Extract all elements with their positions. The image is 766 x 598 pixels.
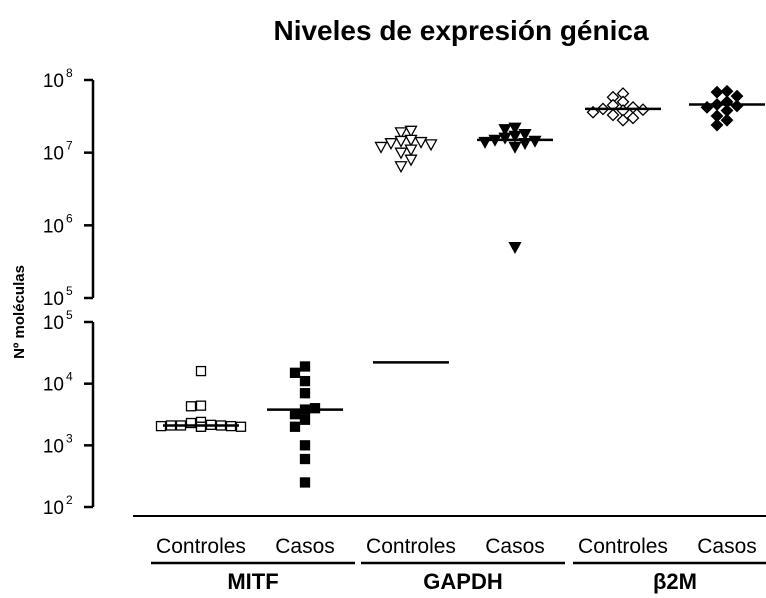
group-label-2: β2M xyxy=(653,569,697,594)
upper-tick-label-0: 10 xyxy=(43,71,64,92)
group-label-0: MITF xyxy=(227,569,278,594)
category-label-1-1: Casos xyxy=(485,535,545,558)
category-label-0-0: Controles xyxy=(156,535,246,558)
point-3-1 xyxy=(498,124,512,137)
point-5-1 xyxy=(710,85,724,99)
lower-tick-exp-1: 4 xyxy=(66,370,73,384)
upper-tick-exp-0: 8 xyxy=(66,66,73,80)
point-4-10 xyxy=(626,111,640,125)
point-3-10 xyxy=(508,242,522,255)
point-4-11 xyxy=(616,113,630,127)
category-label-0-1: Casos xyxy=(275,535,335,558)
category-label-1-0: Controles xyxy=(366,535,456,558)
point-2-7 xyxy=(374,141,388,154)
lower-tick-exp-2: 3 xyxy=(66,431,73,445)
point-3-3 xyxy=(508,130,522,143)
point-0-4 xyxy=(185,417,197,429)
point-2-5 xyxy=(384,138,398,151)
point-1-6 xyxy=(299,414,311,425)
point-1-1 xyxy=(289,367,301,378)
category-label-2-1: Casos xyxy=(697,535,757,558)
point-0-1 xyxy=(195,400,207,411)
point-0-11 xyxy=(235,421,247,432)
point-2-6 xyxy=(424,139,438,152)
point-3-4 xyxy=(498,132,512,145)
point-1-8 xyxy=(299,440,311,451)
point-1-10 xyxy=(299,477,311,488)
category-label-2-0: Controles xyxy=(578,535,668,558)
point-5-9 xyxy=(720,113,734,127)
point-1-9 xyxy=(299,453,311,465)
point-2-1 xyxy=(394,127,408,140)
point-3-9 xyxy=(508,141,522,154)
point-4-9 xyxy=(606,108,620,122)
median-lines xyxy=(163,103,765,427)
point-1-5 xyxy=(289,409,301,420)
point-2-11 xyxy=(394,161,408,174)
upper-tick-exp-3: 5 xyxy=(66,284,73,298)
point-0-0 xyxy=(195,365,207,377)
point-5-0 xyxy=(720,84,734,98)
upper-tick-label-3: 10 xyxy=(43,289,64,310)
lower-tick-label-1: 10 xyxy=(43,375,64,396)
point-0-13 xyxy=(195,421,207,432)
point-4-4 xyxy=(626,100,640,114)
point-1-0 xyxy=(299,361,311,372)
point-2-8 xyxy=(404,144,418,157)
point-5-10 xyxy=(710,118,724,132)
point-2-3 xyxy=(394,135,408,148)
upper-tick-exp-1: 7 xyxy=(66,139,73,153)
x-labels: Controles Casos MITF Controles Casos GAPDH Con… xyxy=(151,535,766,594)
point-3-6 xyxy=(528,135,542,148)
lower-tick-exp-3: 2 xyxy=(66,493,73,507)
lower-tick-exp-0: 5 xyxy=(66,308,73,322)
upper-tick-label-2: 10 xyxy=(43,216,64,237)
point-2-9 xyxy=(394,147,408,160)
point-3-2 xyxy=(518,128,532,141)
point-2-10 xyxy=(404,154,418,167)
point-2-2 xyxy=(404,134,418,147)
lower-tick-label-2: 10 xyxy=(43,436,64,457)
point-1-3 xyxy=(299,388,311,399)
group-label-1: GAPDH xyxy=(423,569,502,594)
data-points xyxy=(155,84,744,488)
upper-tick-exp-2: 6 xyxy=(66,211,73,225)
point-0-2 xyxy=(185,401,197,412)
point-1-2 xyxy=(299,375,311,387)
upper-tick-label-1: 10 xyxy=(43,144,64,165)
chart-title: Niveles de expresión génica xyxy=(273,15,648,46)
point-3-0 xyxy=(508,122,522,135)
point-1-11 xyxy=(309,403,321,414)
lower-tick-label-3: 10 xyxy=(43,498,64,519)
lower-tick-label-0: 10 xyxy=(43,313,64,334)
point-2-4 xyxy=(414,136,428,149)
point-1-7 xyxy=(289,421,301,432)
y-axis-label: Nº moléculas xyxy=(11,265,28,359)
point-2-0 xyxy=(404,125,418,138)
